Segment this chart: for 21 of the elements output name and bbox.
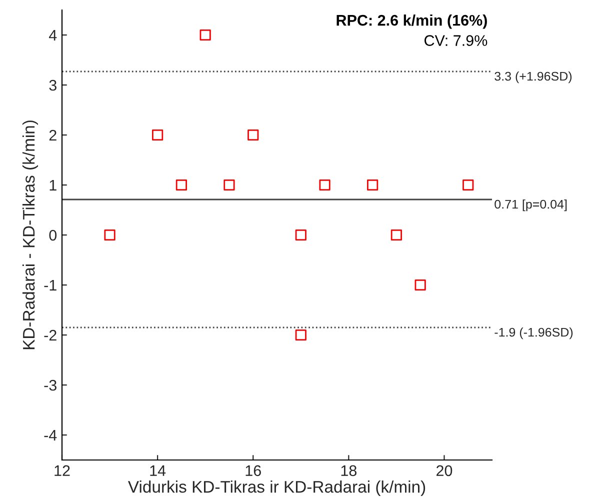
y-tick-label: 4 — [48, 30, 57, 41]
y-tick-label: 1 — [50, 180, 56, 191]
x-tick-label: 12 — [54, 465, 70, 476]
y-axis-title: KD-Radarai - KD-Tikras (k/min) — [22, 120, 38, 350]
y-tick-label: 2 — [49, 130, 56, 141]
y-tick-label: -2 — [44, 330, 56, 341]
x-tick-label: 14 — [150, 465, 166, 476]
y-tick-label: -4 — [44, 430, 57, 441]
y-tick-label: -3 — [44, 380, 56, 391]
annotation: CV: 7.9% — [424, 35, 488, 46]
x-tick-label: 16 — [246, 465, 261, 476]
x-axis-title: Vidurkis KD-Tikras ir KD-Radarai (k/min) — [128, 480, 426, 496]
ref-line-label: 0.71 [p=0.04] — [494, 200, 567, 212]
ref-line-label: -1.9 (-1.96SD) — [494, 328, 573, 340]
x-tick-label: 18 — [341, 465, 356, 476]
ref-line-label: 3.3 (+1.96SD) — [494, 72, 572, 84]
y-tick-label: 3 — [49, 80, 56, 91]
x-tick-label: 20 — [436, 465, 452, 476]
annotation: RPC: 2.6 k/min (16%) — [336, 14, 487, 29]
y-tick-label: -1 — [44, 280, 56, 291]
y-tick-label: 0 — [49, 230, 57, 241]
